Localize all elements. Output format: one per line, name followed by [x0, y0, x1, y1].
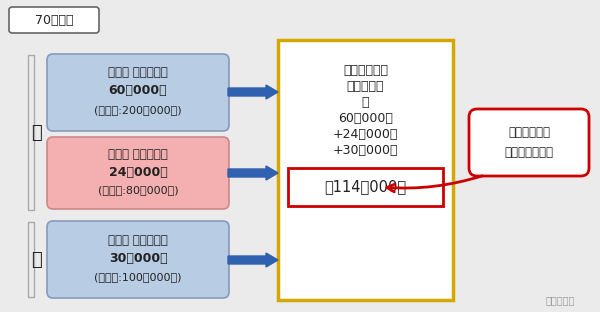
FancyBboxPatch shape: [469, 109, 589, 176]
Text: 世帯合算後の: 世帯合算後の: [343, 64, 388, 76]
Text: 70歳未満: 70歳未満: [35, 13, 73, 27]
Text: マネの達人: マネの達人: [545, 295, 575, 305]
Text: 自己負担額: 自己負担額: [347, 80, 384, 94]
Text: 支給対象となる: 支給対象となる: [505, 145, 554, 158]
Text: 丙病院 自己負担額: 丙病院 自己負担額: [108, 233, 168, 246]
Text: 甲病院 自己負担額: 甲病院 自己負担額: [108, 66, 168, 80]
Bar: [288, 168, 443, 206]
Text: +24，000円: +24，000円: [333, 129, 398, 142]
FancyArrow shape: [228, 166, 278, 180]
Bar: [28, 55, 34, 210]
FancyBboxPatch shape: [47, 221, 229, 298]
FancyBboxPatch shape: [47, 137, 229, 209]
Text: 30，000円: 30，000円: [109, 251, 167, 265]
Text: ＝: ＝: [362, 96, 369, 110]
Text: 24，000円: 24，000円: [109, 165, 167, 178]
Text: 60，000円: 60，000円: [109, 85, 167, 97]
Text: (医療費:200，000円): (医療費:200，000円): [94, 105, 182, 115]
Bar: [278, 40, 453, 300]
Text: 乙医院 自己負担額: 乙医院 自己負担額: [108, 148, 168, 160]
Text: +30，000円: +30，000円: [333, 144, 398, 158]
Text: 妻: 妻: [31, 251, 41, 269]
Text: (医療費:80，000円): (医療費:80，000円): [98, 185, 178, 195]
Text: 夫: 夫: [31, 124, 41, 142]
Text: 高額医療費の: 高額医療費の: [508, 125, 550, 139]
FancyArrow shape: [228, 253, 278, 267]
Text: ＝114，000円: ＝114，000円: [325, 179, 407, 194]
FancyArrow shape: [228, 85, 278, 99]
Bar: [28, 222, 34, 297]
Text: 60，000円: 60，000円: [338, 113, 393, 125]
FancyBboxPatch shape: [9, 7, 99, 33]
Text: (医療費:100，000円): (医療費:100，000円): [94, 272, 182, 282]
FancyBboxPatch shape: [47, 54, 229, 131]
